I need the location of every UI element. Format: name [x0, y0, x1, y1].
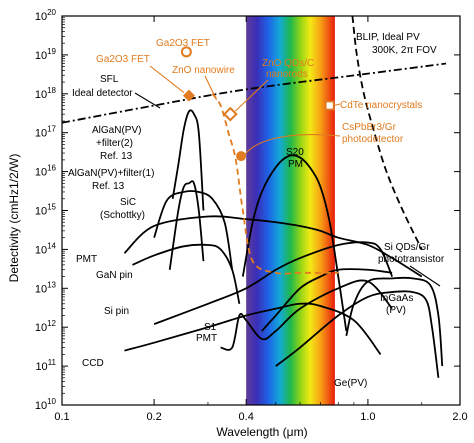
- series-zno-nanowire: [211, 93, 339, 275]
- series-ingaas-pv-: [345, 276, 444, 367]
- label-s1-2: PMT: [196, 333, 217, 344]
- y-tick-label-9: 1019: [35, 47, 57, 62]
- label-siqd-1: Si QDs/Gr: [384, 242, 430, 253]
- data-markers: [180, 46, 335, 162]
- leader-siqd: [409, 265, 441, 287]
- series-ccd: [124, 302, 382, 355]
- label-ideal-detector: Ideal detector: [72, 88, 133, 99]
- x-tick-label-3: 1.0: [360, 411, 375, 423]
- label-ge: Ge(PV): [334, 378, 367, 389]
- label-ga2o3-top: Ga2O3 FET: [156, 38, 210, 49]
- y-tick-label-1: 1011: [35, 358, 56, 373]
- series-si-pin: [153, 241, 393, 325]
- leader-cspbbr: [244, 134, 341, 155]
- label-ingaas-2: (PV): [386, 305, 406, 316]
- marker-zno-qds-c-nanorods-2: [222, 106, 238, 122]
- series-s20-pm: [241, 154, 348, 332]
- label-algan-1b: Ref. 13: [92, 181, 125, 192]
- x-tick-label-0: 0.1: [54, 411, 69, 423]
- y-axis-title: Detectivity (cmHz1/2/W): [7, 154, 21, 283]
- label-sic-1: SiC: [120, 197, 136, 208]
- label-zno-nanowire: ZnO nanowire: [172, 65, 235, 76]
- label-algan-2b: +filter(2): [96, 138, 133, 149]
- series-algan-pv-filter-2-ref-13: [171, 109, 205, 211]
- label-cdte: CdTe nanocrystals: [340, 100, 422, 111]
- x-tick-label-1: 0.2: [146, 411, 161, 423]
- axis-ticks: 1010 1011 1012 1013 1014 1015 1016 1017 1018 1019…: [35, 8, 468, 423]
- label-blip-1: BLIP, Ideal PV: [356, 32, 420, 43]
- y-tick-label-8: 1018: [35, 86, 57, 101]
- leader-zno-nanowire: [204, 75, 218, 101]
- label-siqd-2: phototransistor: [378, 254, 445, 265]
- annotation-leaders: [134, 65, 441, 287]
- y-tick-label-5: 1015: [35, 203, 57, 218]
- series-s1-pmt: [220, 279, 393, 351]
- leader-zno-qds: [234, 79, 269, 112]
- label-ccd: CCD: [82, 358, 104, 369]
- y-tick-label-3: 1013: [35, 280, 57, 295]
- label-algan-1a: AlGaN(PV)+filter(1): [68, 168, 154, 179]
- y-tick-label-0: 1010: [35, 397, 57, 412]
- y-tick-label-7: 1017: [35, 125, 57, 140]
- leader-ga2o3-left: [149, 65, 185, 94]
- label-pmt: PMT: [76, 254, 97, 265]
- label-zno-qds-2: nanorods: [266, 69, 308, 80]
- label-cspbbr-1: CsPbBr3/Gr: [342, 122, 397, 133]
- series-pmt: [123, 215, 423, 278]
- x-tick-label-4: 2.0: [452, 411, 467, 423]
- label-algan-2c: Ref. 13: [100, 151, 133, 162]
- series-si-qds-gr-phototransistor: [261, 268, 393, 332]
- y-tick-label-4: 1014: [35, 241, 57, 256]
- label-sfl: SFL: [100, 74, 119, 85]
- label-s20-2: PM: [288, 159, 303, 170]
- marker-ga2o3-fet-0: [180, 46, 192, 58]
- label-gan-pin: GaN pin: [96, 270, 133, 281]
- series-ge-pv-: [275, 290, 440, 378]
- label-ga2o3-left: Ga2O3 FET: [96, 54, 150, 65]
- label-si-pin: Si pin: [104, 306, 129, 317]
- x-tick-label-2: 0.4: [239, 411, 254, 423]
- marker-cspbbr3-gr-photodetector-4: [236, 151, 247, 162]
- x-axis-title: Wavelength (μm): [216, 425, 307, 439]
- y-tick-label-10: 1020: [35, 8, 57, 23]
- series-algan-pv-filter-1-ref-13: [168, 180, 205, 270]
- label-zno-qds-1: ZnO QDs/C: [262, 58, 314, 69]
- series-sfl-ideal-detector: [61, 62, 447, 124]
- label-ingaas-1: InGaAs: [380, 293, 413, 304]
- label-blip-2: 300K, 2π FOV: [372, 45, 437, 56]
- label-algan-2a: AlGaN(PV): [92, 125, 141, 136]
- visible-spectrum-band: [246, 16, 335, 405]
- label-s20-1: S20: [286, 147, 304, 158]
- label-s1-1: S1: [204, 322, 217, 333]
- data-curves: [61, 15, 447, 378]
- leader-cdte: [333, 103, 341, 107]
- label-sic-2: (Schottky): [100, 210, 145, 221]
- y-tick-label-6: 1016: [35, 164, 57, 179]
- label-cspbbr-2: photodetector: [342, 134, 404, 145]
- leader-sfl: [134, 92, 161, 109]
- series-blip-ideal-pv-300k-2-fov: [351, 15, 423, 250]
- marker-ga2o3-fet-1: [182, 89, 195, 102]
- y-tick-label-2: 1012: [35, 319, 57, 334]
- series-gan-pin: [132, 243, 241, 304]
- series-sic-schottky-: [153, 190, 234, 270]
- marker-cdte-nanocrystals-3: [324, 100, 335, 111]
